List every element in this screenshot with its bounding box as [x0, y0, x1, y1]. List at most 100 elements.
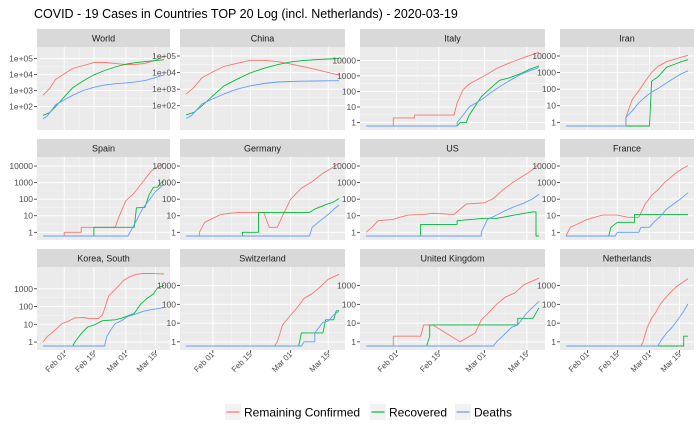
panel-france: France 1 10 100 1000 10000: [532, 139, 694, 240]
y-tick-label: 10: [347, 211, 357, 221]
panel-strip-label: Iran: [619, 34, 635, 44]
y-tick-label: 1: [351, 118, 356, 128]
x-tick-label: Feb 15: [230, 350, 254, 374]
y-tick-label: 100: [542, 194, 556, 204]
series-line-recovered: [366, 307, 540, 347]
x-tick-label: Mar 15: [659, 350, 683, 374]
panel-strip: [360, 29, 545, 47]
series-line-remaining-confirmed: [43, 162, 165, 237]
series-line-remaining-confirmed: [42, 272, 165, 343]
panel-spain: Spain 1 10 100 1000 10000: [9, 139, 170, 240]
series-line-deaths: [566, 192, 689, 237]
y-tick-label: 1: [28, 337, 33, 347]
y-tick-label: 1e+04: [152, 68, 176, 78]
y-tick-label: 10: [167, 211, 177, 221]
y-tick-label: 1: [551, 337, 556, 347]
y-tick-label: 1: [551, 227, 556, 237]
series-line-recovered: [43, 284, 165, 347]
x-tick-label: Mar 01: [270, 350, 294, 374]
y-tick-label: 10: [547, 101, 557, 111]
y-tick-label: 1000: [337, 281, 356, 291]
y-tick-label: 10000: [332, 161, 356, 171]
legend-label: Recovered: [389, 406, 447, 420]
panel-strip-label: Spain: [92, 144, 115, 154]
y-tick-label: 1000: [157, 178, 176, 188]
series-line-deaths: [566, 303, 689, 347]
y-tick-label: 100: [342, 299, 356, 309]
y-tick-label: 1000: [14, 178, 33, 188]
facet-panels: World 1e+02 1e+03 1e+04 1e+05 China 1e+02 1e+03…: [9, 29, 694, 374]
series-line-remaining-confirmed: [565, 165, 689, 237]
series-line-deaths: [366, 67, 540, 127]
series-line-remaining-confirmed: [186, 162, 340, 237]
y-tick-label: 10000: [152, 161, 176, 171]
y-tick-label: 100: [162, 299, 176, 309]
series-line-deaths: [42, 74, 165, 120]
panel-world: World 1e+02 1e+03 1e+04 1e+05: [9, 29, 170, 130]
y-tick-label: 1e+03: [9, 86, 33, 96]
panel-strip-label: Korea, South: [77, 254, 130, 264]
y-tick-label: 10000: [9, 161, 33, 171]
panel-strip: [360, 139, 545, 157]
panel-strip-label: Netherlands: [603, 254, 652, 264]
y-tick-label: 10: [167, 318, 177, 328]
x-tick-label: Feb 15: [597, 350, 621, 374]
panel-background: [560, 157, 694, 240]
y-tick-label: 10: [24, 211, 34, 221]
series-line-recovered: [43, 181, 164, 237]
x-tick-label: Feb 01: [567, 350, 591, 374]
panel-strip: [37, 249, 170, 267]
y-tick-label: 1000: [537, 281, 556, 291]
panel-iran: Iran 1 10 100 1000 10000: [532, 29, 694, 130]
series-line-deaths: [186, 204, 340, 237]
y-tick-label: 10000: [332, 55, 356, 65]
panel-china: China 1e+02 1e+03 1e+04 1e+05: [152, 29, 345, 130]
y-tick-label: 1: [351, 337, 356, 347]
y-tick-label: 100: [542, 84, 556, 94]
x-tick-label: Feb 01: [192, 350, 216, 374]
series-line-recovered: [366, 65, 540, 127]
x-tick-label: Feb 01: [44, 350, 68, 374]
y-tick-label: 1e+05: [152, 51, 176, 61]
series-line-deaths: [366, 193, 540, 237]
panel-strip-label: World: [92, 34, 115, 44]
panel-netherlands: Netherlands 1 10 100 1000 Feb 01 Feb 15 Mar 01 M…: [537, 249, 694, 374]
series-line-deaths: [185, 80, 340, 119]
y-tick-label: 1000: [537, 178, 556, 188]
y-tick-label: 10000: [532, 161, 556, 171]
y-tick-label: 1e+02: [9, 101, 33, 111]
panel-background: [37, 47, 170, 130]
panel-strip-label: France: [613, 144, 641, 154]
series-line-remaining-confirmed: [566, 278, 689, 347]
y-tick-label: 1000: [337, 178, 356, 188]
panel-strip-label: Germany: [244, 144, 282, 154]
panel-background: [37, 267, 170, 350]
panel-background: [360, 47, 545, 130]
series-line-recovered: [566, 59, 689, 127]
series-line-recovered: [42, 59, 165, 116]
y-tick-label: 1: [551, 117, 556, 127]
y-tick-label: 1e+03: [152, 84, 176, 94]
x-tick-label: Feb 15: [418, 350, 442, 374]
y-tick-label: 1: [171, 227, 176, 237]
series-line-remaining-confirmed: [366, 277, 540, 347]
y-tick-label: 10: [547, 211, 557, 221]
panel-strip: [180, 29, 345, 47]
x-tick-label: Mar 01: [464, 350, 488, 374]
panel-strip: [560, 29, 694, 47]
y-tick-label: 100: [542, 299, 556, 309]
legend: Remaining Confirmed Recovered Deaths: [225, 404, 512, 420]
x-tick-label: Mar 15: [506, 350, 530, 374]
panel-strip: [360, 249, 545, 267]
panel-strip: [180, 139, 345, 157]
panel-strip: [180, 249, 345, 267]
y-tick-label: 10: [347, 102, 357, 112]
panel-strip-label: China: [251, 34, 275, 44]
y-tick-label: 100: [342, 194, 356, 204]
panel-background: [180, 267, 345, 350]
y-tick-label: 1000: [14, 284, 33, 294]
panel-background: [360, 157, 545, 240]
series-line-recovered: [186, 310, 339, 347]
panel-strip-label: Switzerland: [239, 254, 286, 264]
